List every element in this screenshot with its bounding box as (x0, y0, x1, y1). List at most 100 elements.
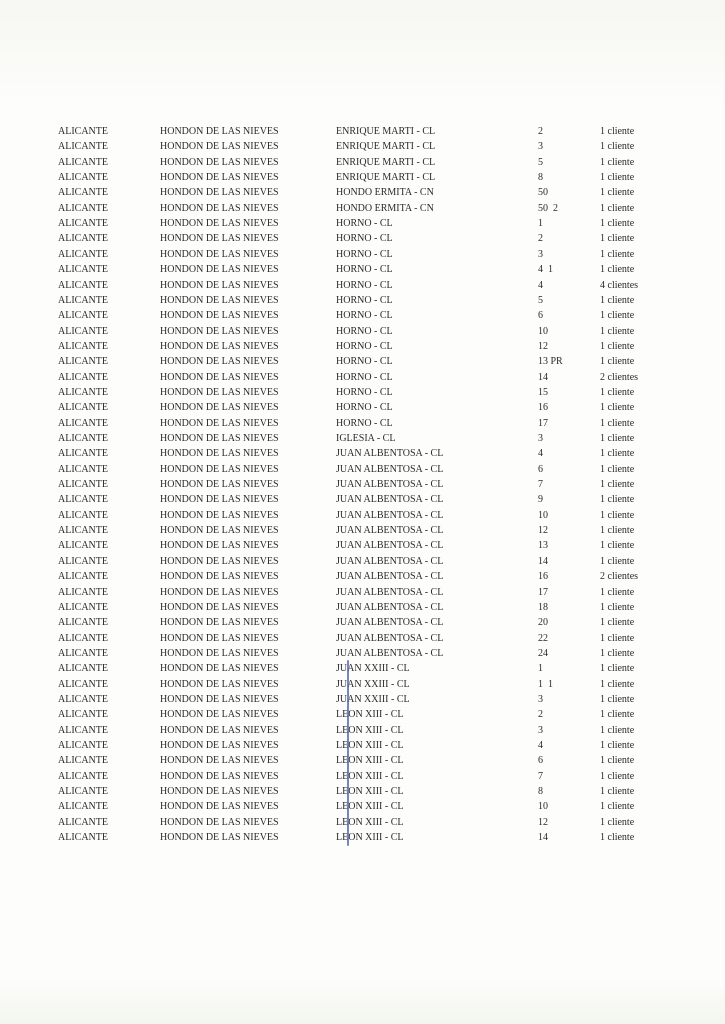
cell-municipality: HONDON DE LAS NIEVES (160, 801, 279, 813)
cell-municipality: HONDON DE LAS NIEVES (160, 386, 279, 398)
cell-province: ALICANTE (58, 156, 108, 168)
table-row: ALICANTE HONDON DE LAS NIEVES JUAN ALBENTO… (0, 492, 725, 507)
cell-clients: 1 cliente (600, 617, 635, 629)
cell-clients: 1 cliente (600, 601, 635, 613)
table-row: ALICANTE HONDON DE LAS NIEVES HONDO ERMITA… (0, 201, 725, 216)
cell-clients: 1 cliente (600, 448, 635, 460)
cell-street: LEON XIII - CL (336, 724, 404, 736)
cell-clients: 1 cliente (600, 540, 635, 552)
table-row: ALICANTE HONDON DE LAS NIEVES JUAN ALBENTO… (0, 585, 725, 600)
cell-municipality: HONDON DE LAS NIEVES (160, 647, 279, 659)
cell-municipality: HONDON DE LAS NIEVES (160, 417, 279, 429)
cell-clients: 1 cliente (600, 632, 635, 644)
cell-street: HORNO - CL (336, 402, 393, 414)
cell-number: 9 (538, 494, 543, 506)
cell-municipality: HONDON DE LAS NIEVES (160, 693, 279, 705)
cell-province: ALICANTE (58, 816, 108, 828)
cell-street: JUAN ALBENTOSA - CL (336, 479, 444, 491)
cell-number: 13 (538, 540, 548, 552)
cell-clients: 1 cliente (600, 325, 635, 337)
cell-clients: 1 cliente (600, 494, 635, 506)
cell-street: JUAN ALBENTOSA - CL (336, 509, 444, 521)
cell-clients: 1 cliente (600, 740, 635, 751)
cell-province: ALICANTE (58, 279, 108, 291)
cell-municipality: HONDON DE LAS NIEVES (160, 141, 279, 153)
cell-province: ALICANTE (58, 340, 108, 352)
cell-clients: 1 cliente (600, 233, 635, 245)
table-row: ALICANTE HONDON DE LAS NIEVES LEON XIII - … (0, 753, 725, 768)
cell-street: LEON XIII - CL (336, 770, 404, 782)
cell-number: 18 (538, 601, 548, 613)
table-row: ALICANTE HONDON DE LAS NIEVES HORNO - CL 10… (0, 324, 725, 339)
cell-street: ENRIQUE MARTI - CL (336, 156, 436, 168)
cell-municipality: HONDON DE LAS NIEVES (160, 463, 279, 475)
cell-street: HORNO - CL (336, 310, 393, 322)
cell-province: ALICANTE (58, 801, 108, 813)
cell-province: ALICANTE (58, 525, 108, 537)
cell-province: ALICANTE (58, 294, 108, 306)
cell-clients: 1 cliente (600, 202, 635, 214)
cell-number: 14 (538, 555, 548, 567)
pen-margin-mark (347, 660, 349, 846)
table-row: ALICANTE HONDON DE LAS NIEVES JUAN ALBENTO… (0, 554, 725, 569)
cell-municipality: HONDON DE LAS NIEVES (160, 126, 279, 137)
cell-street: JUAN ALBENTOSA - CL (336, 540, 444, 552)
table-row: ALICANTE HONDON DE LAS NIEVES JUAN ALBENTO… (0, 462, 725, 477)
cell-municipality: HONDON DE LAS NIEVES (160, 540, 279, 552)
cell-province: ALICANTE (58, 202, 108, 214)
table-row: ALICANTE HONDON DE LAS NIEVES HORNO - CL 2 1… (0, 231, 725, 246)
cell-province: ALICANTE (58, 264, 108, 276)
cell-province: ALICANTE (58, 433, 108, 444)
cell-number: 3 (538, 724, 543, 736)
cell-number: 4 (538, 740, 543, 751)
cell-clients: 1 cliente (600, 310, 635, 322)
cell-clients: 1 cliente (600, 786, 635, 798)
cell-province: ALICANTE (58, 693, 108, 705)
cell-municipality: HONDON DE LAS NIEVES (160, 479, 279, 491)
cell-municipality: HONDON DE LAS NIEVES (160, 632, 279, 644)
table-row: ALICANTE HONDON DE LAS NIEVES HORNO - CL 4 4… (0, 278, 725, 293)
table-row: ALICANTE HONDON DE LAS NIEVES LEON XIII - … (0, 738, 725, 753)
table-row: ALICANTE HONDON DE LAS NIEVES JUAN XXIII -… (0, 677, 725, 692)
cell-street: HONDO ERMITA - CN (336, 202, 434, 214)
table-row: ALICANTE HONDON DE LAS NIEVES HORNO - CL 3 1… (0, 247, 725, 262)
cell-province: ALICANTE (58, 724, 108, 736)
cell-province: ALICANTE (58, 371, 108, 383)
cell-number: 2 (538, 233, 543, 245)
cell-province: ALICANTE (58, 770, 108, 782)
cell-province: ALICANTE (58, 632, 108, 644)
cell-number: 5 (538, 156, 543, 168)
table-row: ALICANTE HONDON DE LAS NIEVES JUAN XXIII -… (0, 692, 725, 707)
cell-municipality: HONDON DE LAS NIEVES (160, 156, 279, 168)
scan-bottom-shading (0, 980, 725, 1024)
cell-municipality: HONDON DE LAS NIEVES (160, 448, 279, 460)
cell-number: 50 (538, 187, 548, 199)
cell-number: 8 (538, 786, 543, 798)
table-row: ALICANTE HONDON DE LAS NIEVES HORNO - CL 1 1… (0, 216, 725, 231)
cell-municipality: HONDON DE LAS NIEVES (160, 279, 279, 291)
cell-municipality: HONDON DE LAS NIEVES (160, 678, 279, 690)
cell-municipality: HONDON DE LAS NIEVES (160, 172, 279, 184)
cell-municipality: HONDON DE LAS NIEVES (160, 786, 279, 798)
cell-street: HORNO - CL (336, 340, 393, 352)
table-row: ALICANTE HONDON DE LAS NIEVES ENRIQUE MART… (0, 139, 725, 154)
cell-clients: 1 cliente (600, 141, 635, 153)
cell-street: HORNO - CL (336, 218, 393, 230)
cell-street: ENRIQUE MARTI - CL (336, 126, 436, 137)
cell-number: 10 (538, 509, 548, 521)
cell-number: 5 (538, 294, 543, 306)
table-row: ALICANTE HONDON DE LAS NIEVES LEON XIII - … (0, 723, 725, 738)
table-row: ALICANTE HONDON DE LAS NIEVES LEON XIII - … (0, 815, 725, 830)
cell-street: HORNO - CL (336, 325, 393, 337)
cell-clients: 1 cliente (600, 386, 635, 398)
cell-clients: 1 cliente (600, 509, 635, 521)
cell-number: 17 (538, 417, 548, 429)
cell-province: ALICANTE (58, 248, 108, 260)
table-row: ALICANTE HONDON DE LAS NIEVES HORNO - CL 5 1… (0, 293, 725, 308)
cell-province: ALICANTE (58, 310, 108, 322)
cell-street: ENRIQUE MARTI - CL (336, 172, 436, 184)
cell-clients: 1 cliente (600, 340, 635, 352)
cell-street: LEON XIII - CL (336, 816, 404, 828)
cell-municipality: HONDON DE LAS NIEVES (160, 340, 279, 352)
cell-municipality: HONDON DE LAS NIEVES (160, 709, 279, 721)
